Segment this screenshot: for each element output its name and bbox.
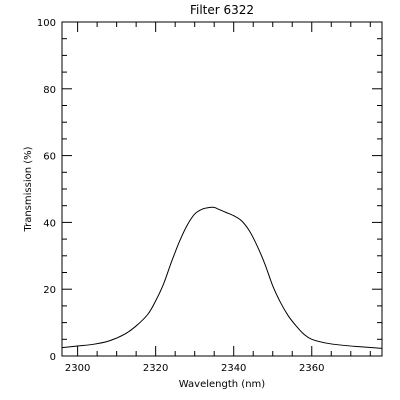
axis-ticks [62, 21, 382, 357]
y-tick-label: 100 [37, 18, 56, 29]
x-axis-label: Wavelength (nm) [179, 379, 265, 390]
x-tick-label: 2340 [221, 363, 246, 374]
y-axis-label: Transmission (%) [23, 146, 34, 232]
x-tick-label: 2320 [143, 363, 168, 374]
chart-title: Filter 6322 [190, 3, 254, 17]
tick-labels: 2300 2320 2340 2360 0 20 40 60 80 100 [37, 18, 325, 374]
plot-frame [61, 21, 383, 357]
y-tick-label: 60 [43, 152, 56, 163]
y-tick-label: 20 [43, 285, 56, 296]
x-tick-label: 2300 [65, 363, 90, 374]
x-tick-label: 2360 [299, 363, 324, 374]
y-tick-label: 80 [43, 85, 56, 96]
y-tick-label: 40 [43, 218, 56, 229]
transmission-curve [61, 206, 383, 349]
y-tick-label: 0 [50, 352, 56, 363]
